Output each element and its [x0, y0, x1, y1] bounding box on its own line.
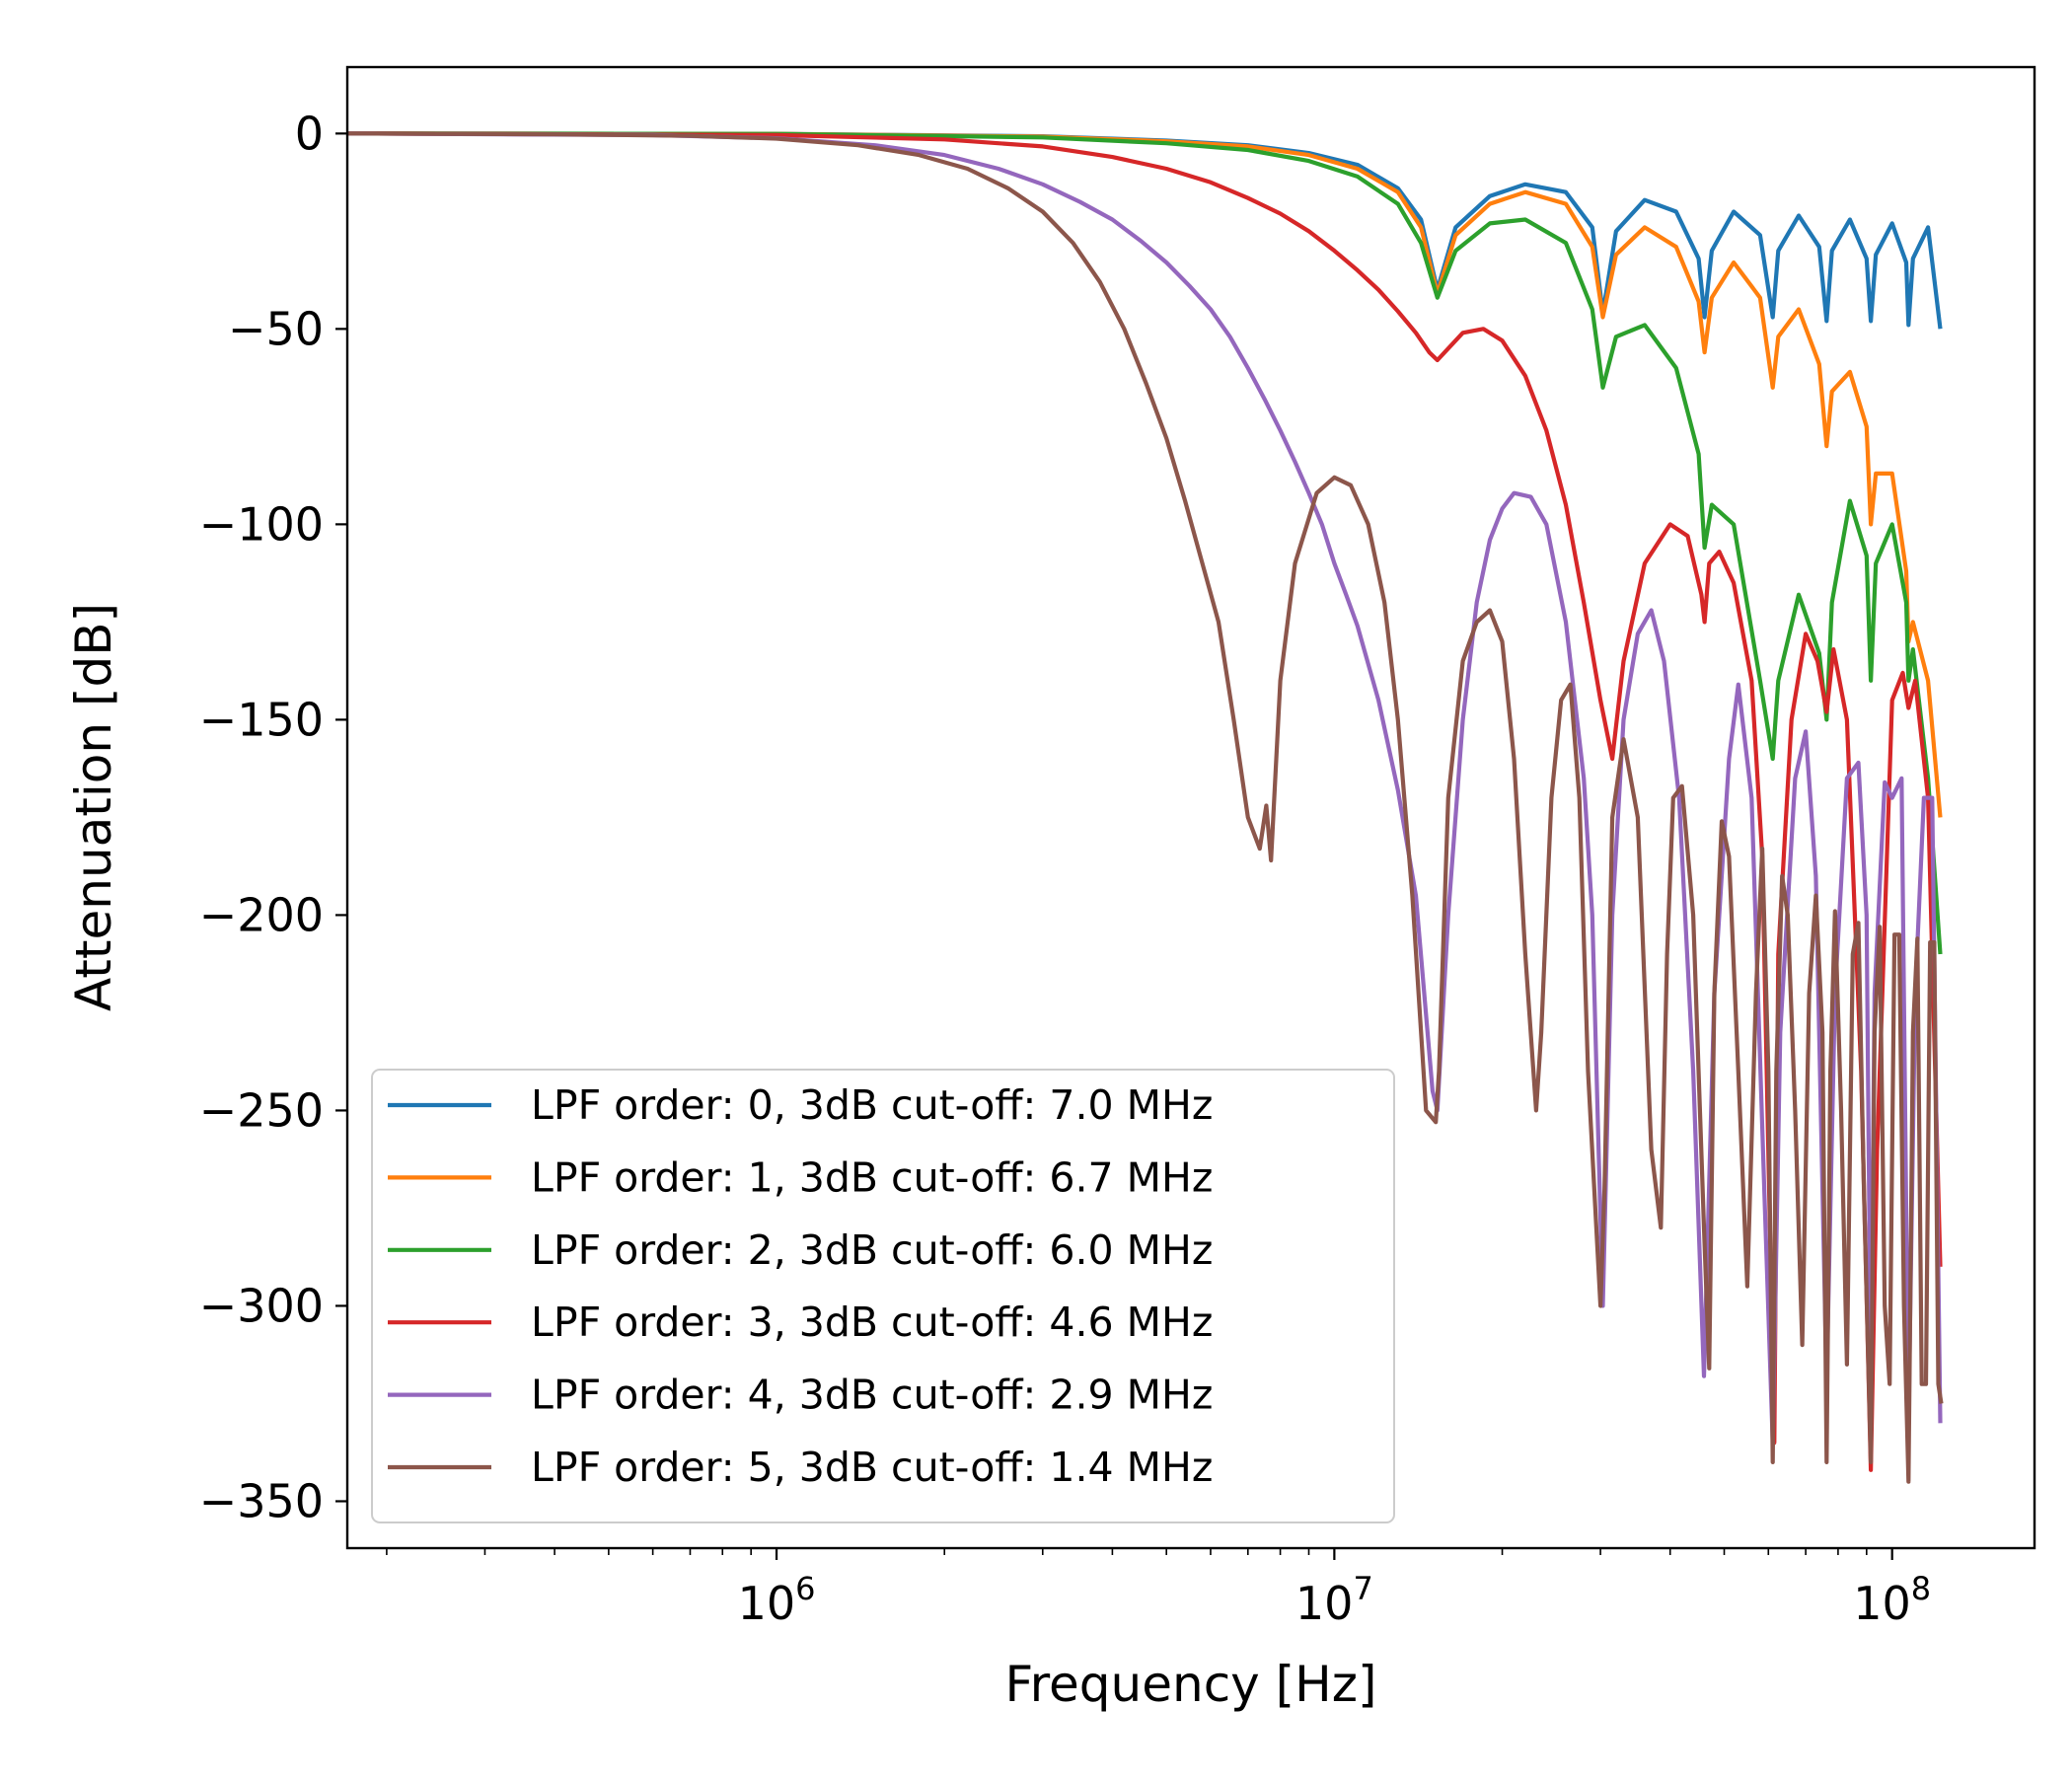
- series-line-order-0: [346, 131, 1943, 330]
- plot-frame: [345, 65, 2036, 1550]
- y-tick-label: 0: [295, 107, 324, 160]
- x-tick-label: 107: [1295, 1570, 1373, 1630]
- x-axis-label: Frequency [Hz]: [1004, 1656, 1376, 1713]
- legend-label-order-5: LPF order: 5, 3dB cut-off: 1.4 MHz: [531, 1444, 1213, 1491]
- y-tick-label: −350: [199, 1474, 324, 1527]
- legend: LPF order: 0, 3dB cut-off: 7.0 MHz LPF or…: [371, 1069, 1395, 1523]
- series-line-order-3: [346, 131, 1943, 1472]
- legend-label-order-2: LPF order: 2, 3dB cut-off: 6.0 MHz: [531, 1226, 1213, 1274]
- legend-box: [371, 1069, 1395, 1523]
- y-tick-label: −300: [199, 1279, 324, 1332]
- y-tick-label: −100: [199, 497, 324, 551]
- y-axis-label: Attenuation [dB]: [65, 603, 122, 1011]
- series-layer: [346, 131, 1944, 1484]
- x-tick-label: 106: [738, 1570, 816, 1630]
- legend-label-order-3: LPF order: 3, 3dB cut-off: 4.6 MHz: [531, 1299, 1213, 1346]
- series-line-order-2: [346, 131, 1943, 955]
- y-tick-label: −150: [199, 693, 324, 746]
- legend-label-order-0: LPF order: 0, 3dB cut-off: 7.0 MHz: [531, 1081, 1213, 1129]
- series-line-order-1: [346, 131, 1943, 818]
- series-line-order-5: [346, 131, 1944, 1484]
- y-tick-label: −200: [199, 888, 324, 941]
- x-tick-label: 108: [1853, 1570, 1931, 1630]
- y-tick-label: −250: [199, 1083, 324, 1137]
- y-tick-label: −50: [228, 302, 324, 355]
- ticks-layer: 106 107 108 0 −50 −100 −150 −200 −250 −300 −350: [199, 107, 1931, 1630]
- legend-label-order-4: LPF order: 4, 3dB cut-off: 2.9 MHz: [531, 1372, 1213, 1419]
- legend-label-order-1: LPF order: 1, 3dB cut-off: 6.7 MHz: [531, 1153, 1213, 1201]
- series-line-order-4: [346, 131, 1943, 1446]
